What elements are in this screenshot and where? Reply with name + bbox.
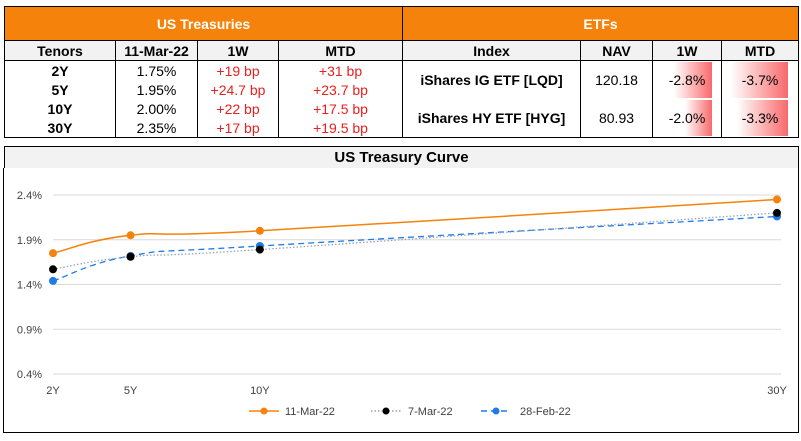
- col-tenors: Tenors: [4, 40, 116, 61]
- data-point: [255, 226, 264, 235]
- databar: [673, 62, 713, 98]
- tenor-cell: 10Y: [4, 99, 116, 118]
- data-point: [49, 265, 57, 274]
- chart-title: US Treasury Curve: [4, 146, 799, 170]
- etf-1w-value: -2.0%: [668, 110, 706, 126]
- treasuries-header: US Treasuries: [3, 6, 404, 41]
- yield-cell: 1.75%: [115, 60, 198, 80]
- change-mtd-cell: +23.7 bp: [277, 80, 404, 99]
- col-etf-1w: 1W: [652, 40, 723, 61]
- x-tick-label: 2Y: [46, 385, 60, 397]
- legend-marker: [382, 407, 390, 415]
- change-mtd-cell: +31 bp: [277, 60, 404, 80]
- data-point: [773, 208, 781, 217]
- yield-cell: 2.35%: [115, 118, 198, 138]
- col-yield-date: 11-Mar-22: [115, 40, 198, 61]
- summary-table: US Treasuries ETFs Tenors 11-Mar-22 1W M…: [3, 6, 800, 138]
- change-1w-cell: +24.7 bp: [197, 80, 279, 99]
- change-1w-cell: +19 bp: [197, 60, 279, 80]
- etfs-header: ETFs: [402, 6, 800, 41]
- tenor-cell: 30Y: [4, 118, 116, 138]
- legend-label: 28-Feb-22: [520, 406, 571, 418]
- etf-nav-cell: 120.18: [580, 60, 654, 99]
- tenor-cell: 5Y: [4, 80, 116, 99]
- tenor-cell: 2Y: [4, 60, 116, 80]
- y-tick-label: 0.4%: [17, 369, 42, 381]
- data-point: [255, 245, 264, 254]
- etf-name-cell: iShares IG ETF [LQD]: [402, 60, 582, 99]
- table-row: 10Y 2.00% +22 bp +17.5 bp iShares HY ETF…: [4, 99, 800, 138]
- etf-nav-cell: 80.93: [580, 99, 654, 138]
- y-tick-label: 0.9%: [17, 324, 42, 336]
- col-1w: 1W: [197, 40, 279, 61]
- col-etf-mtd: MTD: [721, 40, 800, 61]
- table-row: 5Y 1.95% +24.7 bp +23.7 bp: [4, 80, 799, 99]
- x-tick-label: 5Y: [124, 385, 138, 397]
- change-mtd-cell: +19.5 bp: [277, 118, 404, 138]
- data-point: [49, 276, 57, 285]
- yield-cell: 2.00%: [115, 99, 198, 118]
- col-mtd: MTD: [277, 40, 404, 61]
- legend-label: 11-Mar-22: [285, 406, 335, 418]
- databar: [731, 62, 789, 98]
- databar: [737, 100, 789, 136]
- etf-mtd-cell: -3.7%: [721, 60, 800, 99]
- y-tick-label: 1.4%: [17, 280, 42, 292]
- x-tick-label: 30Y: [767, 385, 787, 397]
- yield-cell: 1.95%: [115, 80, 198, 99]
- y-tick-label: 2.4%: [17, 190, 42, 202]
- data-point: [49, 249, 57, 258]
- chart-area: 2.4% 1.9% 1.4% 0.9% 0.4% 2Y 5Y 10Y 30Y 11-Mar-2…: [3, 168, 799, 433]
- change-mtd-cell: +17.5 bp: [277, 99, 404, 118]
- table-row: 30Y 2.35% +17 bp +19.5 bp: [4, 118, 799, 138]
- databar: [684, 100, 713, 136]
- etf-name-cell: iShares HY ETF [HYG]: [402, 99, 582, 138]
- y-tick-label: 1.9%: [17, 235, 42, 247]
- etf-1w-value: -2.8%: [668, 72, 706, 88]
- series-line-11-Mar-22: [52, 198, 778, 254]
- treasury-curve-chart: 2.4% 1.9% 1.4% 0.9% 0.4% 2Y 5Y 10Y 30Y 11-Mar-2…: [17, 190, 788, 418]
- legend-marker: [260, 407, 268, 415]
- series-line-28-Feb-22: [52, 215, 778, 282]
- legend-label: 7-Mar-22: [408, 406, 453, 418]
- etf-mtd-cell: -3.3%: [721, 99, 800, 138]
- table-row: 2Y 1.75% +19 bp +31 bp iShares IG ETF [L…: [4, 60, 800, 99]
- data-point: [126, 231, 135, 240]
- x-tick-label: 10Y: [250, 385, 270, 397]
- etf-1w-cell: -2.0%: [652, 99, 723, 138]
- col-index: Index: [402, 40, 582, 61]
- series-line-7-Mar-22: [52, 212, 778, 270]
- change-1w-cell: +17 bp: [197, 118, 279, 138]
- legend-marker: [492, 407, 500, 415]
- col-nav: NAV: [580, 40, 654, 61]
- change-1w-cell: +22 bp: [197, 99, 279, 118]
- etf-1w-cell: -2.8%: [652, 60, 723, 99]
- etf-mtd-value: -3.7%: [741, 72, 779, 88]
- data-point: [773, 195, 781, 204]
- etf-mtd-value: -3.3%: [741, 110, 779, 126]
- data-point: [126, 252, 135, 261]
